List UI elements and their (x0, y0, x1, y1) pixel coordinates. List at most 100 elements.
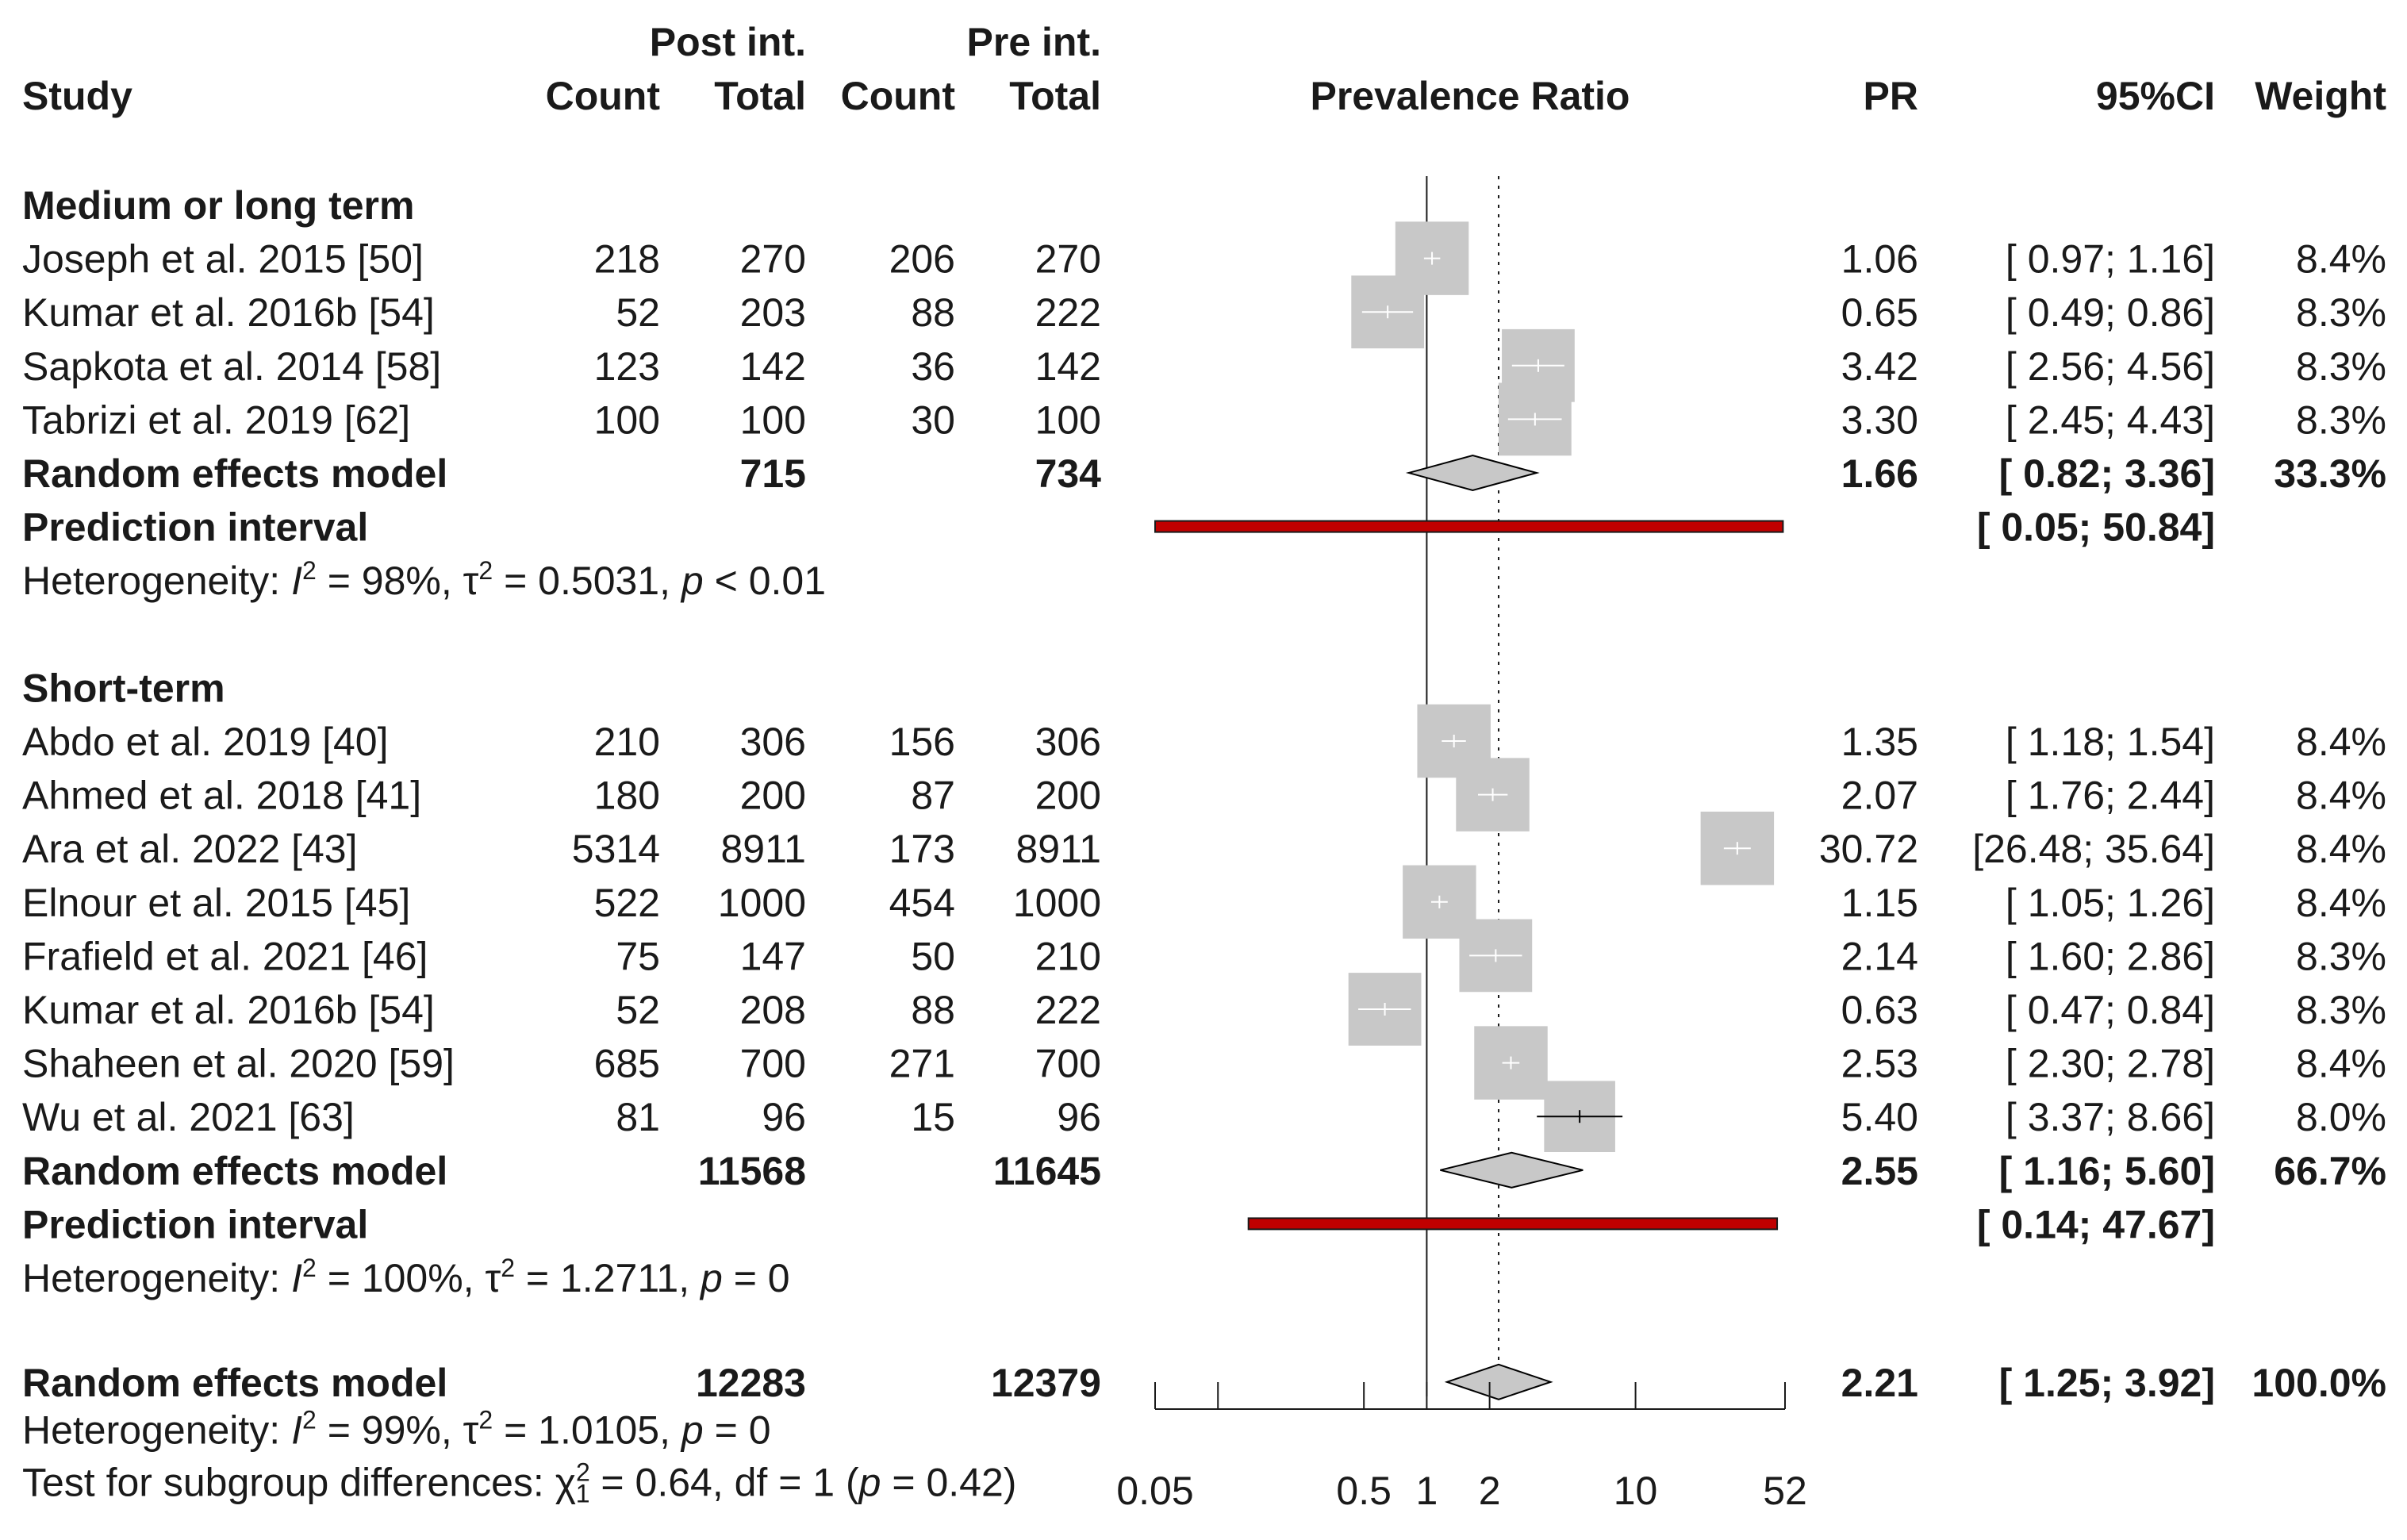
pre-total: 222 (1035, 988, 1101, 1032)
pre-int-header: Pre int. (967, 20, 1101, 64)
chart-title: Prevalence Ratio (1311, 74, 1630, 118)
post-total: 208 (740, 988, 806, 1032)
chi-superscript: 2 (576, 1457, 590, 1486)
overall-heterogeneity: Heterogeneity: I2 = 99%, τ2 = 1.0105, p … (22, 1405, 771, 1452)
overall-model-pr: 2.21 (1841, 1361, 1918, 1405)
pre-count: 88 (911, 988, 955, 1032)
post-count: 75 (616, 934, 660, 978)
pre-total: 700 (1035, 1042, 1101, 1086)
overall-model-post-total: 12283 (696, 1361, 806, 1405)
tau-symbol: τ (485, 1256, 501, 1300)
subgroup-heterogeneity: Heterogeneity: I2 = 100%, τ2 = 1.2711, p… (22, 1254, 790, 1300)
tau-value: = 1.2711, (515, 1256, 701, 1300)
i2-superscript: 2 (302, 1405, 317, 1434)
weight-value: 8.4% (2296, 774, 2386, 818)
ci-value: [ 2.45; 4.43] (2006, 397, 2215, 442)
tau-symbol: τ (463, 1408, 479, 1452)
pre-total: 222 (1035, 290, 1101, 335)
pre-total: 270 (1035, 237, 1101, 282)
post-total: 270 (740, 237, 806, 282)
ci-value: [ 0.97; 1.16] (2006, 237, 2215, 282)
subgroup-model-ci: [ 1.16; 5.60] (1999, 1149, 2215, 1193)
overall-model-ci: [ 1.25; 3.92] (1999, 1361, 2215, 1405)
weight-value: 8.3% (2296, 397, 2386, 442)
post-total: 147 (740, 934, 806, 978)
pre-count: 50 (911, 934, 955, 978)
subgroup-model-diamond (1440, 1151, 1584, 1189)
prediction-interval-bar (1247, 1217, 1779, 1231)
post-count: 52 (616, 988, 660, 1032)
subgroup-title: Medium or long term (22, 183, 414, 228)
post-total: 200 (740, 774, 806, 818)
ci-header: 95%CI (2096, 74, 2215, 118)
pr-value: 30.72 (1819, 827, 1918, 871)
post-count: 123 (594, 344, 660, 389)
i2-value: = 100%, (317, 1256, 486, 1300)
study-name: Tabrizi et al. 2019 [62] (22, 397, 410, 442)
study-name: Joseph et al. 2015 [50] (22, 237, 424, 282)
pr-value: 5.40 (1841, 1095, 1918, 1139)
p-symbol: p (680, 1408, 704, 1452)
p-value: = 0 (704, 1408, 771, 1452)
post-count: 210 (594, 720, 660, 764)
pre-count: 88 (911, 290, 955, 335)
overall-model-weight: 100.0% (2252, 1361, 2386, 1405)
post-count: 100 (594, 397, 660, 442)
weight-value: 8.3% (2296, 344, 2386, 389)
post-count: 5314 (572, 827, 660, 871)
study-name: Sapkota et al. 2014 [58] (22, 344, 441, 389)
ci-value: [ 0.49; 0.86] (2006, 290, 2215, 335)
post-count: 180 (594, 774, 660, 818)
x-axis-tick-label: 10 (1614, 1469, 1658, 1513)
i2-symbol: I (291, 1408, 302, 1452)
pr-value: 1.35 (1841, 720, 1918, 764)
i2-symbol: I (291, 559, 302, 603)
prediction-interval-ci: [ 0.14; 47.67] (1977, 1202, 2215, 1246)
post-total: 700 (740, 1042, 806, 1086)
post-total: 142 (740, 344, 806, 389)
heterogeneity-prefix: Heterogeneity: (22, 1256, 291, 1300)
x-axis-tick-label: 0.05 (1116, 1469, 1193, 1513)
post-total: 306 (740, 720, 806, 764)
subgroup-model-label: Random effects model (22, 1149, 447, 1193)
ci-value: [ 1.05; 1.26] (2006, 881, 2215, 925)
i2-value: = 99%, (317, 1408, 463, 1452)
i2-superscript: 2 (302, 556, 317, 585)
overall-model-pre-total: 12379 (991, 1361, 1101, 1405)
overall-model-label: Random effects model (22, 1361, 447, 1405)
post-total: 203 (740, 290, 806, 335)
post-count: 522 (594, 881, 660, 925)
pre-total-header: Total (1009, 74, 1101, 118)
x-axis-tick-label: 1 (1415, 1469, 1438, 1513)
subgroup-model-pre-total: 734 (1035, 451, 1102, 496)
subgroup-model-ci: [ 0.82; 3.36] (1999, 451, 2215, 496)
ci-value: [ 1.60; 2.86] (2006, 934, 2215, 978)
x-axis-tick-label: 2 (1479, 1469, 1501, 1513)
pre-count: 271 (889, 1042, 955, 1086)
pre-total: 8911 (1015, 827, 1101, 871)
overall-model-diamond (1444, 1363, 1553, 1400)
post-total: 1000 (718, 881, 806, 925)
tau-symbol: τ (463, 559, 479, 603)
pr-header: PR (1864, 74, 1918, 118)
post-count: 81 (616, 1095, 660, 1139)
subgroup-model-post-total: 715 (740, 451, 806, 496)
tau-value: = 0.5031, (493, 559, 681, 603)
pre-count-header: Count (841, 74, 956, 118)
pre-count: 156 (889, 720, 955, 764)
post-count: 218 (594, 237, 660, 282)
p-symbol: p (699, 1256, 723, 1300)
tau-superscript: 2 (478, 1405, 493, 1434)
weight-value: 8.4% (2296, 1042, 2386, 1086)
ci-value: [ 0.47; 0.84] (2006, 988, 2215, 1032)
pre-total: 100 (1035, 397, 1101, 442)
subgroup-heterogeneity: Heterogeneity: I2 = 98%, τ2 = 0.5031, p … (22, 556, 826, 603)
study-name: Shaheen et al. 2020 [59] (22, 1042, 455, 1086)
prediction-interval-bar (1154, 520, 1784, 533)
subgroup-model-diamond (1405, 454, 1540, 492)
pre-count: 87 (911, 774, 955, 818)
ci-value: [ 1.18; 1.54] (2006, 720, 2215, 764)
pre-count: 15 (911, 1095, 955, 1139)
post-count: 52 (616, 290, 660, 335)
pre-count: 36 (911, 344, 955, 389)
